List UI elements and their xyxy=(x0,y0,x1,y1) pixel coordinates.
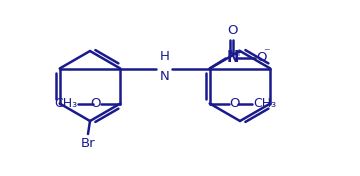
Text: O: O xyxy=(228,24,238,37)
Text: CH₃: CH₃ xyxy=(54,97,77,110)
Text: O: O xyxy=(90,97,100,110)
Text: +: + xyxy=(234,48,242,58)
Text: N: N xyxy=(226,50,239,65)
Text: H: H xyxy=(160,51,170,64)
Text: Br: Br xyxy=(81,137,95,150)
Text: O: O xyxy=(257,51,267,64)
Text: ⁻: ⁻ xyxy=(264,46,270,59)
Text: N: N xyxy=(160,70,170,83)
Text: CH₃: CH₃ xyxy=(254,97,277,110)
Text: O: O xyxy=(230,97,240,110)
